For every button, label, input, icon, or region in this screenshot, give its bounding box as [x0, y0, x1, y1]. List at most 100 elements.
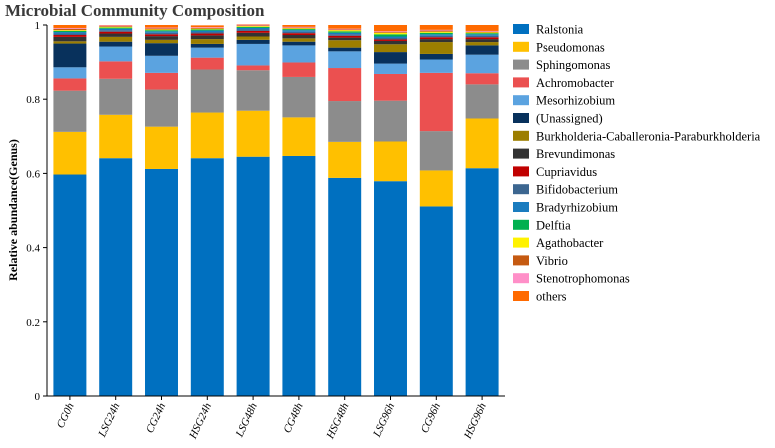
bar-segment	[236, 70, 270, 111]
legend-label: Mesorhizobium	[536, 94, 615, 108]
bar-segment	[190, 47, 224, 58]
legend-label: Ralstonia	[536, 23, 584, 37]
bar-segment	[99, 78, 133, 115]
bar-segment	[328, 40, 362, 48]
legend-item: Brevundimonas	[513, 147, 615, 161]
bar-segment	[190, 112, 224, 159]
bar-segment	[145, 29, 178, 31]
bar-segment	[374, 39, 407, 41]
bar-segment	[374, 34, 407, 37]
bar-segment	[465, 34, 499, 36]
bar-segment	[374, 31, 407, 33]
legend-label: Cupriavidus	[536, 165, 597, 179]
bar-segment	[145, 32, 178, 35]
y-tick-label: 0.4	[26, 243, 40, 255]
bar-segment	[99, 27, 133, 29]
legend-label: Pseudomonas	[536, 40, 605, 54]
bar-segment	[419, 30, 453, 32]
bar-segment	[465, 37, 499, 40]
bar-segment	[282, 30, 316, 32]
x-tick-label: CG48h	[281, 401, 306, 435]
legend-swatch	[513, 237, 529, 248]
bar-segment	[465, 33, 499, 35]
bar-stack-LSG24h	[99, 25, 133, 396]
y-tick-label: 0.6	[26, 168, 40, 180]
bar-segment	[282, 38, 316, 42]
x-tick-label: CG24h	[144, 401, 169, 435]
bar-segment	[419, 35, 453, 38]
legend-label: Delftia	[536, 218, 571, 232]
bar-segment	[465, 118, 499, 169]
legend-swatch	[513, 255, 529, 266]
bar-segment	[282, 117, 316, 156]
bar-segment	[282, 31, 316, 34]
legend-swatch	[513, 113, 529, 123]
bar-segment	[145, 25, 178, 28]
bar-stack-HSG96h	[465, 25, 499, 396]
legend-label: Agathobacter	[536, 236, 604, 250]
x-tick-label: HSG96h	[462, 401, 490, 442]
bar-segment	[53, 36, 87, 42]
legend-swatch	[513, 202, 529, 212]
bar-segment	[190, 32, 224, 34]
bar-segment	[282, 28, 316, 30]
bar-segment	[236, 26, 270, 27]
bar-segment	[419, 34, 453, 36]
legend-label: Brevundimonas	[536, 147, 615, 161]
y-tick-label: 1	[35, 20, 41, 32]
bar-segment	[465, 31, 499, 33]
legend-item: Bifidobacterium	[513, 183, 618, 197]
bar-segment	[328, 29, 362, 31]
legend-label: Achromobacter	[536, 76, 615, 90]
bar-segment	[465, 73, 499, 85]
legend-label: Vibrio	[536, 254, 568, 268]
bar-segment	[282, 76, 316, 118]
bar-segment	[465, 32, 499, 34]
bar-segment	[374, 73, 407, 101]
bar-segment	[374, 32, 407, 33]
bar-segment	[53, 27, 87, 29]
legend-label: Bifidobacterium	[536, 183, 618, 197]
x-tick-label: CG96h	[419, 401, 444, 435]
y-tick-label: 0.2	[26, 317, 40, 329]
legend-item: Agathobacter	[513, 236, 604, 250]
bar-segment	[190, 29, 224, 31]
legend-item: Sphingomonas	[513, 58, 610, 72]
legend-label: Sphingomonas	[536, 58, 610, 72]
x-tick-label: LSG96h	[371, 401, 398, 440]
bar-segment	[145, 28, 178, 30]
bar-segment	[419, 206, 453, 396]
bar-segment	[419, 53, 453, 60]
bar-segment	[145, 55, 178, 73]
bar-segment	[99, 30, 133, 32]
legend-swatch	[513, 95, 529, 106]
x-axis: CG0h LSG24h CG24h HSG24h LSG48h CG48h HSG48h LS…	[47, 395, 505, 442]
bar-segment	[374, 44, 407, 53]
bar-segment	[419, 37, 453, 40]
bar-segment	[374, 181, 407, 396]
chart-title: Microbial Community Composition	[5, 1, 265, 20]
legend-swatch	[513, 291, 529, 301]
bar-segment	[145, 168, 178, 396]
bar-segment	[53, 43, 87, 68]
bar-segment	[465, 84, 499, 119]
bar-segment	[236, 65, 270, 71]
y-tick-label: 0	[35, 391, 41, 403]
y-tick-label: 0.8	[26, 94, 40, 106]
bar-segment	[465, 30, 499, 32]
bar-segment	[53, 67, 87, 79]
bar-stack-LSG48h	[236, 24, 270, 396]
bar-segment	[465, 25, 499, 31]
bar-segment	[282, 155, 316, 396]
bar-segment	[465, 168, 499, 396]
legend-label: Burkholderia-Caballeronia-Paraburkholder…	[536, 129, 761, 143]
bar-segment	[99, 28, 133, 31]
bar-segment	[236, 39, 270, 44]
bar-stack-CG24h	[145, 25, 178, 396]
bar-segment	[53, 41, 87, 44]
bar-segment	[419, 31, 453, 33]
x-tick-label: LSG48h	[233, 401, 260, 440]
bar-segment	[236, 30, 270, 33]
bar-segment	[465, 54, 499, 74]
bar-segment	[328, 68, 362, 102]
